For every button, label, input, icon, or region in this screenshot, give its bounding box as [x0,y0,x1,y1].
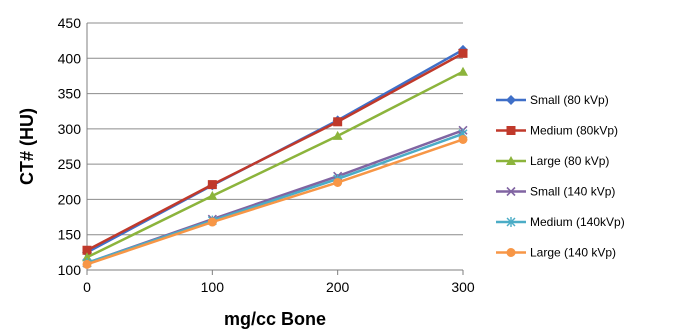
legend-label: Small (140 kVp) [530,185,615,199]
series-1 [82,44,468,258]
data-point [458,134,468,144]
y-tick-label: 350 [58,86,82,102]
x-tick-label: 100 [201,279,225,295]
series-line [86,70,464,259]
y-tick-labels: 100 150 200 250 300 350 400 450 [58,15,82,278]
legend-item: Small (80 kVp) [496,93,609,107]
x-tick-labels: 0 100 200 300 [83,270,475,295]
legend-marker [506,217,516,227]
y-tick-label: 150 [58,227,82,243]
axes [86,23,463,271]
data-point [332,130,343,140]
series-line [86,138,464,266]
legend-marker [506,156,516,165]
y-axis-label: CT# (HU) [17,108,37,185]
x-axis-label: mg/cc Bone [224,309,326,329]
data-point [458,48,468,58]
y-tick-label: 100 [58,262,82,278]
legend-label: Medium (140kVp) [530,215,625,229]
x-tick-label: 0 [83,279,91,295]
series-line [86,132,464,265]
series-2 [82,48,468,255]
legend-marker [506,248,516,257]
series-group [82,44,468,269]
data-point [458,66,468,76]
legend-label: Medium (80kVp) [530,124,618,138]
series-line [86,52,464,252]
legend: Small (80 kVp) Medium (80kVp) Large (80 kV… [496,93,625,260]
data-point [82,245,92,255]
legend-label: Small (80 kVp) [530,93,609,107]
legend-marker [506,186,516,197]
data-point [207,180,217,190]
series-3 [82,66,468,262]
data-point [207,217,217,227]
legend-item: Medium (80kVp) [496,124,618,138]
data-point [82,259,92,269]
data-point [207,190,218,200]
y-tick-label: 200 [58,191,82,207]
gridlines [87,22,463,236]
series-6 [82,134,468,269]
legend-item: Medium (140kVp) [496,215,625,229]
x-tick-label: 300 [451,279,475,295]
legend-label: Large (80 kVp) [530,154,609,168]
y-tick-label: 250 [58,156,82,172]
legend-label: Large (140 kVp) [530,246,616,260]
x-tick-label: 200 [326,279,350,295]
data-point [333,117,343,127]
y-tick-label: 450 [58,15,82,31]
data-point [333,177,343,187]
data-point [82,252,92,262]
y-tick-label: 300 [58,121,82,137]
legend-item: Large (140 kVp) [496,246,616,260]
legend-item: Large (80 kVp) [496,154,609,168]
legend-item: Small (140 kVp) [496,185,615,199]
y-tick-label: 400 [58,50,82,66]
legend-marker [506,95,516,105]
legend-marker [506,126,516,135]
